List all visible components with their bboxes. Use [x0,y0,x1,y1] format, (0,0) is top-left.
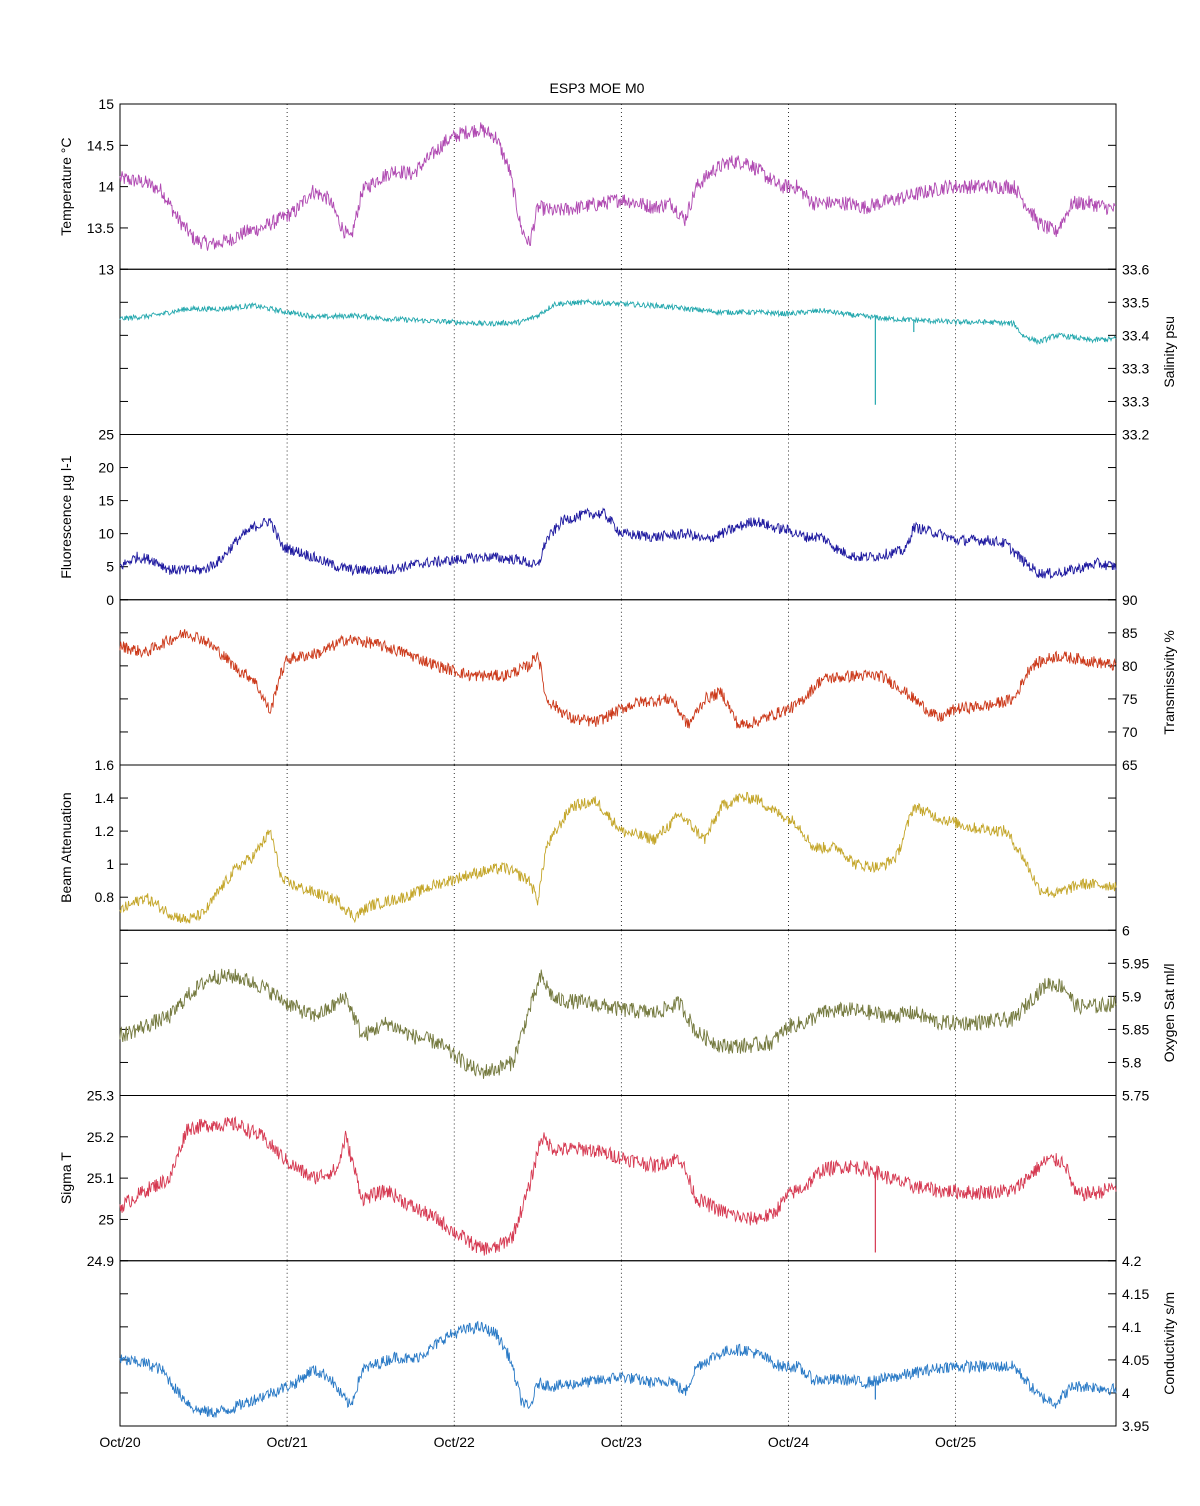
oxygen-sat-series-line [119,968,1117,1079]
salinity-tick-label: 33.2 [1122,427,1149,443]
beam-attenuation-panel-frame [119,764,1117,931]
salinity-tick-label: 33.3 [1122,393,1149,409]
fluorescence-tick-label: 5 [106,559,114,575]
sigma-t-tick-label: 25.1 [87,1170,114,1186]
x-tick-label: Oct/23 [601,1434,642,1450]
transmissivity-tick-label: 90 [1122,592,1138,608]
transmissivity-ylabel: Transmissivity % [1161,630,1177,735]
beam-attenuation-tick-label: 0.8 [95,889,115,905]
temperature-tick-label: 13 [98,261,114,277]
fluorescence-tick-label: 0 [106,592,114,608]
transmissivity-tick-label: 75 [1122,691,1138,707]
sigma-t-panel-frame [119,1095,1117,1262]
temperature-tick-label: 13.5 [87,220,114,236]
salinity-tick-label: 33.6 [1122,261,1149,277]
beam-attenuation-series-line [119,791,1117,924]
sigma-t-series-line [119,1115,1117,1256]
x-tick-label: Oct/22 [434,1434,475,1450]
oxygen-sat-tick-label: 5.95 [1122,955,1149,971]
transmissivity-tick-label: 65 [1122,757,1138,773]
chart-title: ESP3 MOE M0 [550,80,645,96]
transmissivity-series-line [119,629,1117,729]
sigma-t-tick-label: 25.3 [87,1088,114,1104]
salinity-tick-label: 33.3 [1122,360,1149,376]
oxygen-sat-ylabel: Oxygen Sat ml/l [1161,963,1177,1062]
conductivity-ylabel: Conductivity s/m [1161,1292,1177,1395]
sigma-t-ylabel: Sigma T [58,1152,74,1204]
sigma-t-tick-label: 25 [98,1211,114,1227]
conductivity-tick-label: 4.05 [1122,1352,1149,1368]
beam-attenuation-tick-label: 1.6 [95,757,115,773]
temperature-ylabel: Temperature °C [58,138,74,236]
transmissivity-tick-label: 80 [1122,658,1138,674]
oxygen-sat-tick-label: 5.85 [1122,1021,1149,1037]
transmissivity-tick-label: 70 [1122,724,1138,740]
beam-attenuation-tick-label: 1.2 [95,823,115,839]
fluorescence-tick-label: 25 [98,427,114,443]
salinity-series-line [119,298,1117,346]
fluorescence-tick-label: 10 [98,526,114,542]
fluorescence-series-line [119,507,1117,580]
salinity-panel-frame [119,268,1117,435]
conductivity-tick-label: 4.2 [1122,1253,1142,1269]
salinity-tick-label: 33.4 [1122,327,1149,343]
fluorescence-tick-label: 15 [98,493,114,509]
x-tick-label: Oct/25 [935,1434,976,1450]
conductivity-series-line [119,1320,1117,1419]
beam-attenuation-tick-label: 1.4 [95,790,115,806]
x-tick-label: Oct/21 [266,1434,307,1450]
x-tick-label: Oct/24 [768,1434,809,1450]
beam-attenuation-ylabel: Beam Attenuation [58,792,74,903]
oxygen-sat-tick-label: 5.9 [1122,988,1142,1004]
salinity-tick-label: 33.5 [1122,294,1149,310]
fluorescence-ylabel: Fluorescence µg l-1 [58,455,74,578]
transmissivity-panel-frame [119,599,1117,766]
oxygen-sat-tick-label: 5.8 [1122,1054,1142,1070]
sigma-t-tick-label: 25.2 [87,1129,114,1145]
conductivity-tick-label: 4.1 [1122,1319,1142,1335]
temperature-tick-label: 15 [98,96,114,112]
transmissivity-tick-label: 85 [1122,625,1138,641]
x-tick-label: Oct/20 [99,1434,140,1450]
beam-attenuation-tick-label: 1 [106,856,114,872]
oxygen-sat-tick-label: 6 [1122,922,1130,938]
fluorescence-tick-label: 20 [98,460,114,476]
salinity-ylabel: Salinity psu [1161,316,1177,388]
temperature-tick-label: 14 [98,179,114,195]
oxygen-sat-tick-label: 5.75 [1122,1088,1149,1104]
conductivity-tick-label: 3.95 [1122,1418,1149,1434]
fluorescence-panel-frame [119,434,1117,601]
oxygen-sat-panel-frame [119,929,1117,1096]
conductivity-panel-frame [119,1260,1117,1427]
temperature-series-line [119,122,1116,251]
conductivity-tick-label: 4.15 [1122,1286,1149,1302]
temperature-tick-label: 14.5 [87,137,114,153]
conductivity-tick-label: 4 [1122,1385,1130,1401]
sigma-t-tick-label: 24.9 [87,1253,114,1269]
